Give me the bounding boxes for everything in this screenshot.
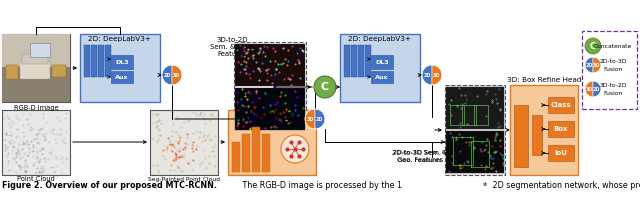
Text: 2D: DeepLabV3+: 2D: DeepLabV3+	[88, 36, 152, 42]
Text: Aux: Aux	[115, 74, 129, 80]
Circle shape	[585, 38, 601, 54]
Text: The RGB-D image is processed by the 1: The RGB-D image is processed by the 1	[240, 181, 402, 190]
Text: DL3: DL3	[115, 59, 129, 64]
Wedge shape	[585, 81, 593, 97]
Text: 3D: 3D	[593, 62, 600, 68]
Text: Figure 2. Overview of our proposed MTC-RCNN.: Figure 2. Overview of our proposed MTC-R…	[2, 181, 217, 190]
Bar	[365, 45, 371, 77]
Bar	[351, 45, 357, 77]
Bar	[235, 88, 305, 130]
Bar	[98, 45, 104, 77]
Wedge shape	[593, 81, 601, 97]
Bar	[150, 110, 218, 175]
Bar	[446, 87, 504, 129]
Bar	[111, 71, 133, 83]
Circle shape	[314, 76, 336, 98]
Bar	[548, 145, 574, 161]
Text: 2D-to-3D: 2D-to-3D	[599, 59, 627, 63]
Wedge shape	[162, 65, 172, 85]
Text: 3D: 3D	[173, 72, 180, 77]
Text: 2D: 2D	[593, 86, 600, 91]
Text: st: st	[483, 182, 488, 188]
Circle shape	[281, 135, 309, 163]
Text: DL3: DL3	[375, 59, 389, 64]
Bar	[52, 65, 66, 77]
Text: Seg-Painted Point Cloud: Seg-Painted Point Cloud	[148, 177, 220, 181]
Bar	[91, 45, 97, 77]
Wedge shape	[585, 57, 593, 73]
Bar	[371, 71, 393, 83]
Bar	[262, 134, 270, 172]
Text: 2D segmentation network, whose predictions: 2D segmentation network, whose predictio…	[490, 181, 640, 190]
Text: IoU: IoU	[555, 150, 568, 156]
Bar	[105, 45, 111, 77]
Bar	[340, 34, 420, 102]
Bar	[234, 42, 306, 132]
Bar	[80, 34, 160, 102]
Wedge shape	[593, 57, 601, 73]
Text: Geo. Features: Geo. Features	[398, 157, 442, 163]
Text: Class: Class	[550, 102, 572, 108]
Text: C: C	[590, 42, 596, 50]
Bar	[582, 31, 637, 109]
Bar	[111, 55, 133, 69]
Text: 2D-to-3D Sem. &: 2D-to-3D Sem. &	[393, 151, 447, 155]
Bar	[30, 43, 50, 57]
Wedge shape	[305, 109, 315, 129]
Bar	[252, 127, 260, 172]
Text: 2D: 2D	[424, 72, 431, 77]
Bar	[548, 121, 574, 137]
Bar	[2, 67, 70, 102]
Bar	[510, 85, 578, 175]
Text: 3D: 3D	[433, 72, 440, 77]
Bar	[232, 142, 240, 172]
Bar	[2, 34, 70, 102]
Bar	[242, 134, 250, 172]
Bar	[22, 54, 48, 64]
Text: C: C	[321, 82, 329, 92]
Wedge shape	[432, 65, 442, 85]
Bar	[532, 115, 542, 155]
Text: 2D: 2D	[316, 116, 323, 122]
Bar	[235, 44, 305, 86]
Bar	[228, 110, 316, 175]
Text: Box: Box	[554, 126, 568, 132]
Bar	[548, 97, 574, 113]
Text: 3D: 3D	[307, 116, 314, 122]
Bar	[84, 45, 90, 77]
Bar	[446, 131, 504, 173]
Text: Geo. Features: Geo. Features	[397, 157, 443, 163]
Bar	[514, 105, 528, 167]
Text: 3D: VoteNet: 3D: VoteNet	[250, 111, 294, 117]
Text: Fusion: Fusion	[604, 67, 623, 72]
Bar	[371, 55, 393, 69]
Text: Aux: Aux	[375, 74, 388, 80]
Wedge shape	[422, 65, 432, 85]
Text: 3D-to-2D: 3D-to-2D	[216, 37, 248, 43]
Text: 2D-to-3D Sem. &: 2D-to-3D Sem. &	[392, 150, 448, 156]
Text: Fusion: Fusion	[604, 90, 623, 96]
Text: 3D: 3D	[586, 86, 593, 91]
Wedge shape	[315, 109, 325, 129]
Text: 3D-to-2D: 3D-to-2D	[599, 83, 627, 87]
Text: Point Cloud: Point Cloud	[17, 176, 55, 182]
Text: Sem. & Geo.: Sem. & Geo.	[210, 44, 254, 50]
Bar	[2, 110, 70, 175]
Bar	[358, 45, 364, 77]
Bar	[445, 85, 505, 175]
Bar	[20, 61, 50, 79]
Text: RGB-D Image: RGB-D Image	[13, 105, 58, 111]
Bar	[2, 34, 70, 67]
Text: 2D: DeepLabV3+: 2D: DeepLabV3+	[349, 36, 412, 42]
Text: 2D: 2D	[164, 72, 171, 77]
Text: 3D: Box Refine Head: 3D: Box Refine Head	[507, 77, 581, 83]
Text: 2D: 2D	[586, 62, 593, 68]
Bar	[6, 65, 18, 79]
Text: Concatenate: Concatenate	[594, 44, 632, 48]
Wedge shape	[172, 65, 182, 85]
Text: Features: Features	[217, 51, 247, 57]
Bar	[344, 45, 350, 77]
